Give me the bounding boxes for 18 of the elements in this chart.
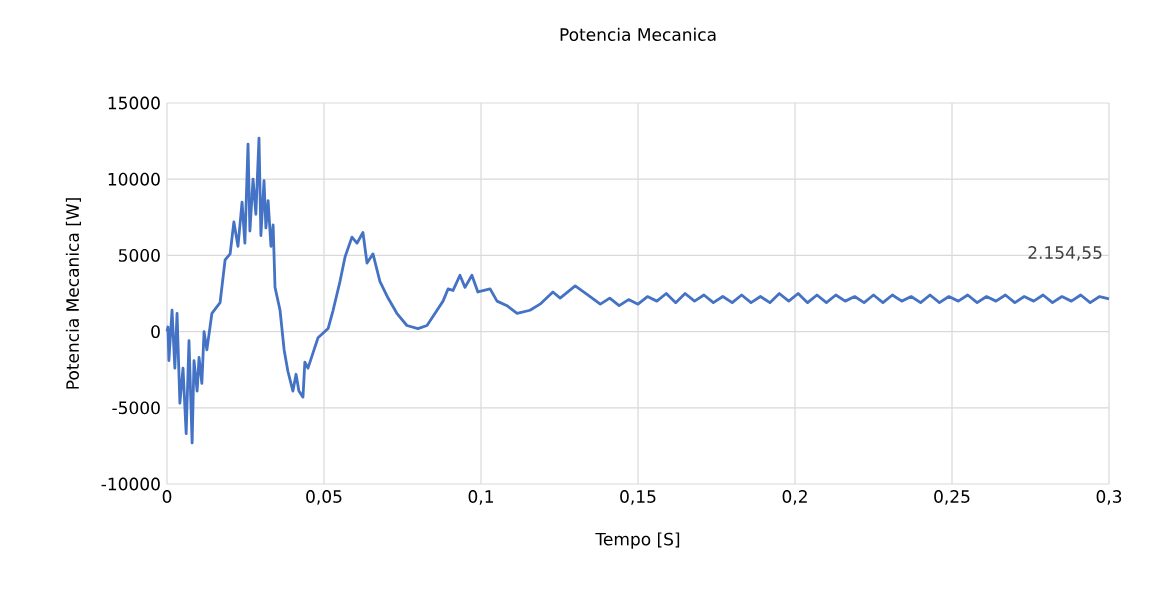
x-tick-label: 0,3 <box>1096 490 1122 505</box>
chart-title: Potencia Mecanica <box>560 27 716 41</box>
x-tick-label: 0,25 <box>934 490 970 505</box>
x-tick-label: 0,15 <box>620 490 656 505</box>
x-axis-title: Tempo [S] <box>595 532 680 549</box>
x-tick-label: 0 <box>162 490 172 503</box>
y-tick-label: 0 <box>151 325 160 339</box>
y-tick-label: -10000 <box>101 477 160 491</box>
x-tick-label: 0,2 <box>782 490 807 505</box>
y-axis-title: Potencia Mecanica [W] <box>65 198 81 389</box>
y-tick-label: 5000 <box>118 248 160 262</box>
line-series <box>165 136 1111 445</box>
x-tick-label: 0,1 <box>468 490 493 505</box>
y-tick-label: 10000 <box>108 172 160 186</box>
y-tick-label: 15000 <box>108 96 160 110</box>
annotation: 2.154,55 <box>1028 246 1102 261</box>
x-tick-label: 0,05 <box>306 490 342 505</box>
y-tick-label: -5000 <box>112 401 160 415</box>
